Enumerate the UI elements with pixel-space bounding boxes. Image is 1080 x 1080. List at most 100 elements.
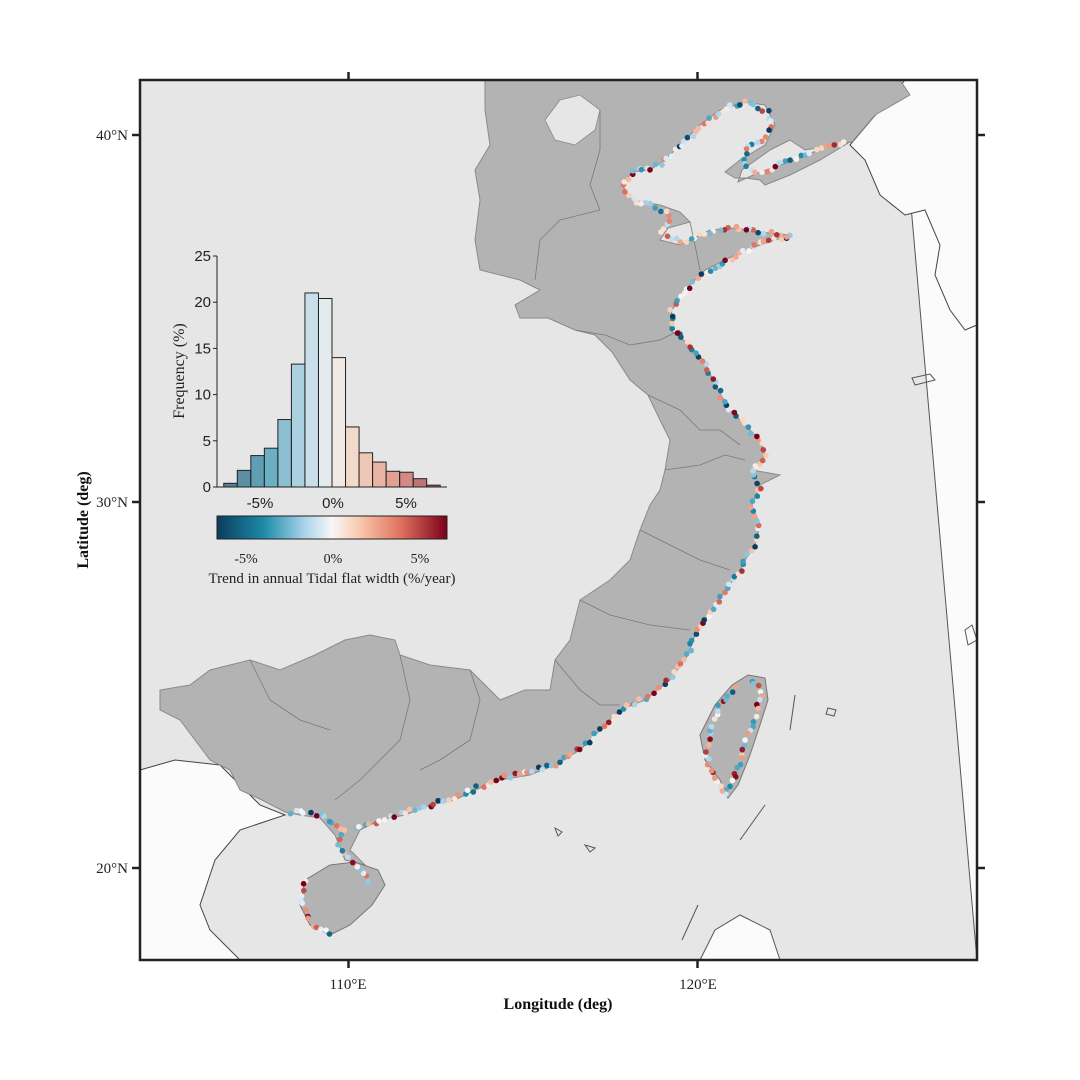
tidal-flat-point (313, 924, 320, 931)
tidal-flat-point (737, 102, 743, 108)
tidal-flat-point (826, 142, 833, 149)
tidal-flat-point (750, 467, 756, 474)
tidal-flat-point (722, 589, 728, 596)
tidal-flat-point (711, 716, 718, 722)
tidal-flat-point (686, 285, 693, 292)
tidal-flat-point (611, 713, 618, 720)
tidal-flat-point (744, 551, 750, 557)
tidal-flat-point (681, 656, 687, 663)
tidal-flat-point (706, 742, 712, 748)
tidal-flat-point (784, 234, 790, 240)
tidal-flat-point (350, 859, 356, 866)
inset-histogram: 0 5 10 15 20 25 -5% 0% 5% Frequency (%) (171, 248, 447, 512)
tidal-flat-point (674, 298, 680, 304)
tidal-flat-point (705, 120, 711, 126)
tidal-flat-point (758, 485, 764, 492)
tidal-flat-point (303, 907, 309, 913)
tidal-flat-point (407, 806, 413, 813)
tidal-flat-point (663, 677, 669, 684)
tidal-flat-point (742, 737, 748, 743)
tidal-flat-point (747, 430, 754, 437)
y-axis-title: Latitude (deg) (75, 471, 92, 568)
tidal-flat-point (626, 192, 632, 199)
tidal-flat-point (754, 493, 761, 500)
histogram-bar (277, 419, 292, 488)
tidal-flat-point (750, 680, 757, 687)
tidal-flat-point (663, 208, 670, 215)
tidal-flat-point (326, 931, 333, 937)
tidal-flat-point (488, 779, 494, 785)
tidal-flat-point (739, 568, 745, 574)
tidal-flat-point (623, 702, 630, 709)
tidal-flat-point (760, 447, 767, 453)
tidal-flat-point (561, 754, 567, 761)
tidal-flat-point (684, 134, 691, 141)
tidal-flat-point (751, 513, 758, 520)
colorbar-tick-neg5: -5% (234, 552, 258, 567)
tidal-flat-point (481, 784, 487, 790)
tidal-flat-point (750, 723, 756, 730)
tidal-flat-point (739, 754, 745, 761)
tidal-flat-point (723, 106, 730, 112)
tidal-flat-point (493, 777, 500, 784)
tidal-flat-point (354, 864, 361, 870)
tidal-flat-point (719, 788, 726, 794)
tidal-flat-point (743, 163, 749, 170)
tidal-flat-point (717, 394, 723, 401)
histogram-bar (331, 357, 347, 488)
tidal-flat-point (318, 926, 324, 933)
x-tick-120E: 120°E (679, 977, 717, 993)
tidal-flat-point (652, 161, 659, 168)
tidal-flat-point (710, 606, 717, 613)
tidal-flat-point (722, 399, 728, 405)
tidal-flat-point (678, 293, 684, 300)
tidal-flat-point (703, 749, 709, 755)
y-tick-20N: 20°N (96, 861, 128, 877)
tidal-flat-point (766, 127, 772, 133)
tidal-flat-point (704, 761, 711, 768)
tidal-flat-point (732, 774, 739, 780)
tidal-flat-point (707, 230, 713, 237)
histogram-bar (358, 452, 374, 488)
tidal-flat-point (768, 118, 774, 124)
tidal-flat-point (759, 440, 765, 446)
tidal-flat-point (683, 651, 690, 657)
hist-y-tick-label: 20 (194, 294, 211, 311)
tidal-flat-point (752, 463, 759, 469)
tidal-flat-point (754, 480, 760, 487)
tidal-flat-point (647, 167, 653, 173)
tidal-flat-point (591, 730, 597, 737)
tidal-flat-point (664, 233, 671, 239)
tidal-flat-point (684, 339, 691, 345)
hist-x-tick-neg5: -5% (247, 495, 274, 512)
hist-y-tick-label: 5 (203, 433, 211, 450)
tidal-flat-point (305, 915, 311, 922)
tidal-flat-point (337, 836, 343, 843)
tidal-flat-point (671, 669, 677, 675)
tidal-flat-point (689, 279, 695, 285)
tidal-flat-point (798, 152, 805, 159)
tidal-flat-point (687, 344, 693, 351)
province-boundaries (249, 110, 746, 801)
tidal-flat-point (818, 145, 825, 151)
tidal-flat-point (717, 227, 724, 233)
tidal-flat-point (755, 229, 761, 236)
histogram-bar (304, 292, 319, 488)
colorbar-tick-5: 5% (411, 552, 430, 567)
tidal-flat-point (323, 927, 329, 933)
tidal-flat-point (744, 151, 750, 157)
histogram-bar (385, 470, 401, 488)
tidal-flat-point (750, 472, 757, 478)
tidal-flat-point (338, 831, 345, 838)
tidal-flat-point (501, 772, 507, 779)
hist-y-tick-label: 15 (194, 340, 211, 357)
tidal-flat-point (741, 156, 747, 163)
tidal-flat-point (300, 880, 307, 887)
tidal-flat-point (752, 169, 758, 176)
tidal-flat-point (694, 626, 700, 633)
tidal-flat-point (688, 236, 695, 242)
tidal-flat-point (731, 409, 738, 416)
tidal-flat-point (638, 201, 644, 207)
tidal-flat-point (729, 777, 736, 784)
tidal-flat-point (412, 807, 418, 813)
